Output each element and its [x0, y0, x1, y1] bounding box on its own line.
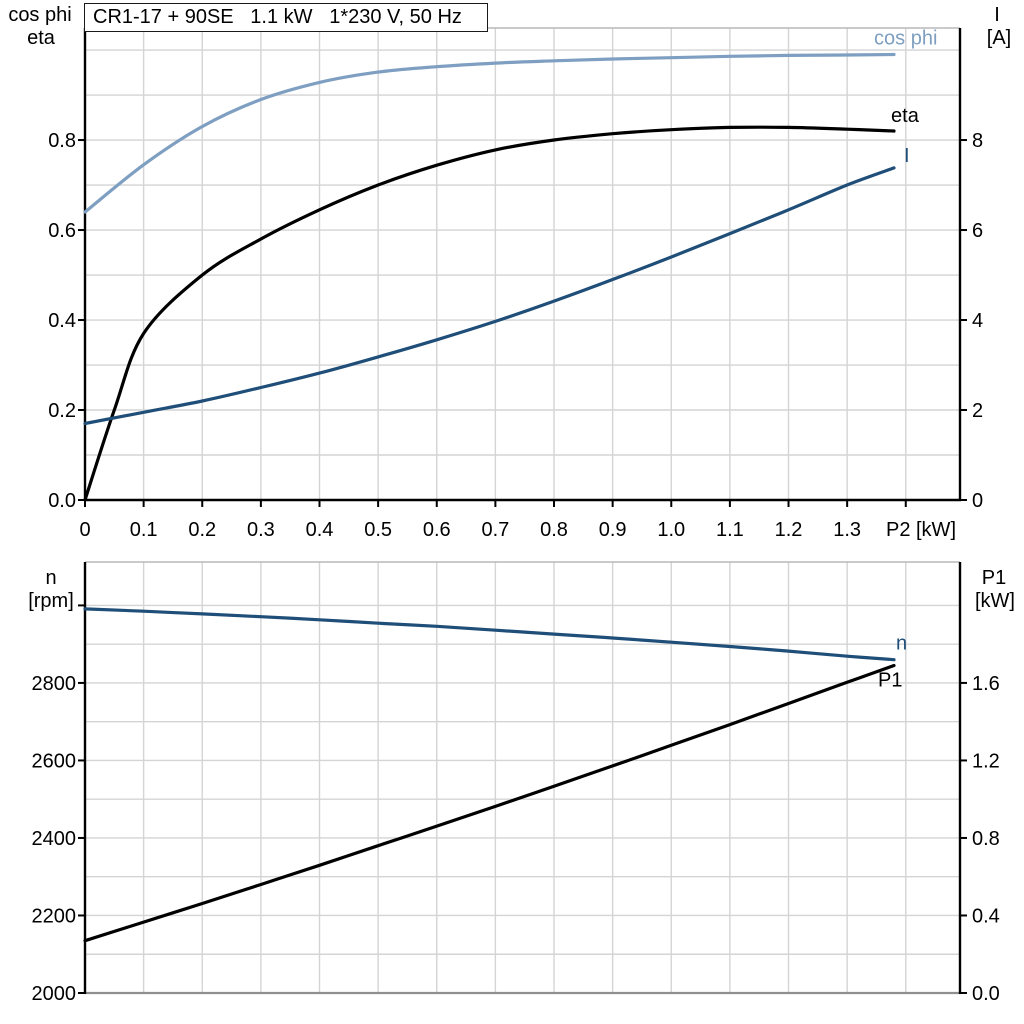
x-tick-label: 0.1	[130, 519, 158, 541]
right-tick-label: 4	[972, 310, 983, 332]
x-tick-label: 0.6	[423, 519, 451, 541]
P1-curve-label: P1	[878, 669, 902, 691]
x-tick-label: 1.1	[716, 519, 744, 541]
left-tick-label: 0.0	[48, 490, 76, 512]
left-tick-label: 2000	[32, 983, 77, 1005]
x-tick-label: 0.7	[481, 519, 509, 541]
eta-curve-label: eta	[891, 105, 920, 127]
x-tick-label: 0.9	[599, 519, 627, 541]
I-curve	[83, 166, 896, 426]
x-tick-label: 0	[79, 519, 90, 541]
left-tick-label: 0.6	[48, 220, 76, 242]
right-tick-label: 6	[972, 220, 983, 242]
x-tick-label: 1.3	[833, 519, 861, 541]
left-tick-label: 0.8	[48, 130, 76, 152]
left-axis-title: [rpm]	[28, 590, 74, 612]
right-tick-label: 8	[972, 130, 983, 152]
right-tick-label: 0	[972, 490, 983, 512]
left-tick-label: 0.4	[48, 310, 76, 332]
chart-title-box: CR1-17 + 90SE 1.1 kW 1*230 V, 50 Hz	[84, 3, 488, 32]
x-tick-label: 0.2	[188, 519, 216, 541]
cos-phi-curve-label: cos phi	[874, 28, 937, 50]
right-tick-label: 1.6	[972, 673, 1000, 695]
I-curve-label: I	[904, 145, 910, 167]
left-tick-label: 0.2	[48, 400, 76, 422]
right-axis-title: [A]	[987, 27, 1011, 49]
n-curve-label: n	[896, 633, 907, 655]
left-tick-label: 2600	[32, 750, 77, 772]
left-axis-title: eta	[27, 27, 56, 49]
left-tick-label: 2800	[32, 673, 77, 695]
x-tick-label: 0.3	[247, 519, 275, 541]
x-axis-label: P2 [kW]	[886, 519, 956, 541]
left-tick-label: 2200	[32, 905, 77, 927]
cos-phi-curve	[83, 52, 896, 214]
chart-title: CR1-17 + 90SE 1.1 kW 1*230 V, 50 Hz	[93, 6, 462, 28]
eta-curve	[83, 125, 896, 502]
right-tick-label: 0.0	[972, 983, 1000, 1005]
x-tick-label: 1.0	[657, 519, 685, 541]
right-axis-title: [kW]	[975, 590, 1015, 612]
x-tick-label: 0.8	[540, 519, 568, 541]
left-axis-title: cos phi	[8, 4, 71, 26]
x-tick-label: 0.4	[306, 519, 334, 541]
x-tick-label: 1.2	[775, 519, 803, 541]
left-axis-title: n	[45, 567, 56, 589]
right-tick-label: 0.4	[972, 905, 1000, 927]
x-tick-label: 0.5	[364, 519, 392, 541]
right-axis-title: I	[994, 4, 1000, 26]
right-tick-label: 2	[972, 400, 983, 422]
right-axis-title: P1	[982, 567, 1006, 589]
left-tick-label: 2400	[32, 828, 77, 850]
n-curve	[83, 607, 896, 662]
P1-curve	[83, 663, 896, 943]
right-tick-label: 0.8	[972, 828, 1000, 850]
right-tick-label: 1.2	[972, 750, 1000, 772]
